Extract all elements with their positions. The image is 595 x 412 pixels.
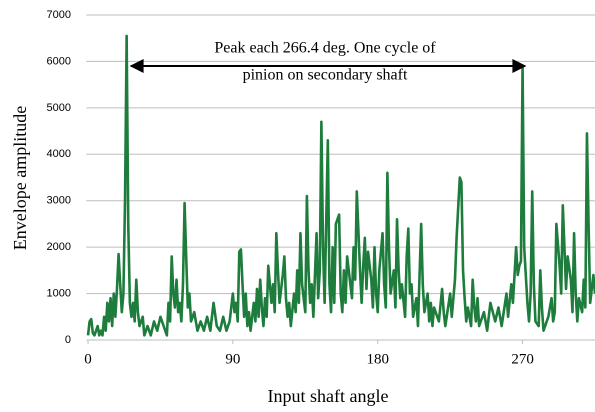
- x-tick-label: 0: [84, 351, 92, 367]
- annotation-text: Peak each 266.4 deg. One cycle of: [214, 40, 436, 57]
- y-tick-label: 6000: [47, 55, 71, 67]
- y-tick-label: 7000: [47, 9, 71, 21]
- plot-area: [86, 34, 595, 337]
- y-tick-label: 1000: [47, 287, 71, 299]
- y-tick-label: 5000: [47, 102, 71, 114]
- y-tick-label: 2000: [47, 241, 71, 253]
- annotation-text: pinion on secondary shaft: [243, 67, 408, 84]
- x-tick-label: 90: [225, 351, 240, 367]
- y-tick-label: 4000: [47, 148, 71, 160]
- data-line: [86, 34, 595, 337]
- x-tick-label: 180: [366, 351, 389, 367]
- x-tick-label: 270: [511, 351, 534, 367]
- y-tick-label: 3000: [47, 195, 71, 207]
- x-axis-label: Input shaft angle: [268, 386, 389, 406]
- y-tick-label: 0: [65, 334, 71, 346]
- y-axis-label: Envelope amplitude: [10, 106, 30, 250]
